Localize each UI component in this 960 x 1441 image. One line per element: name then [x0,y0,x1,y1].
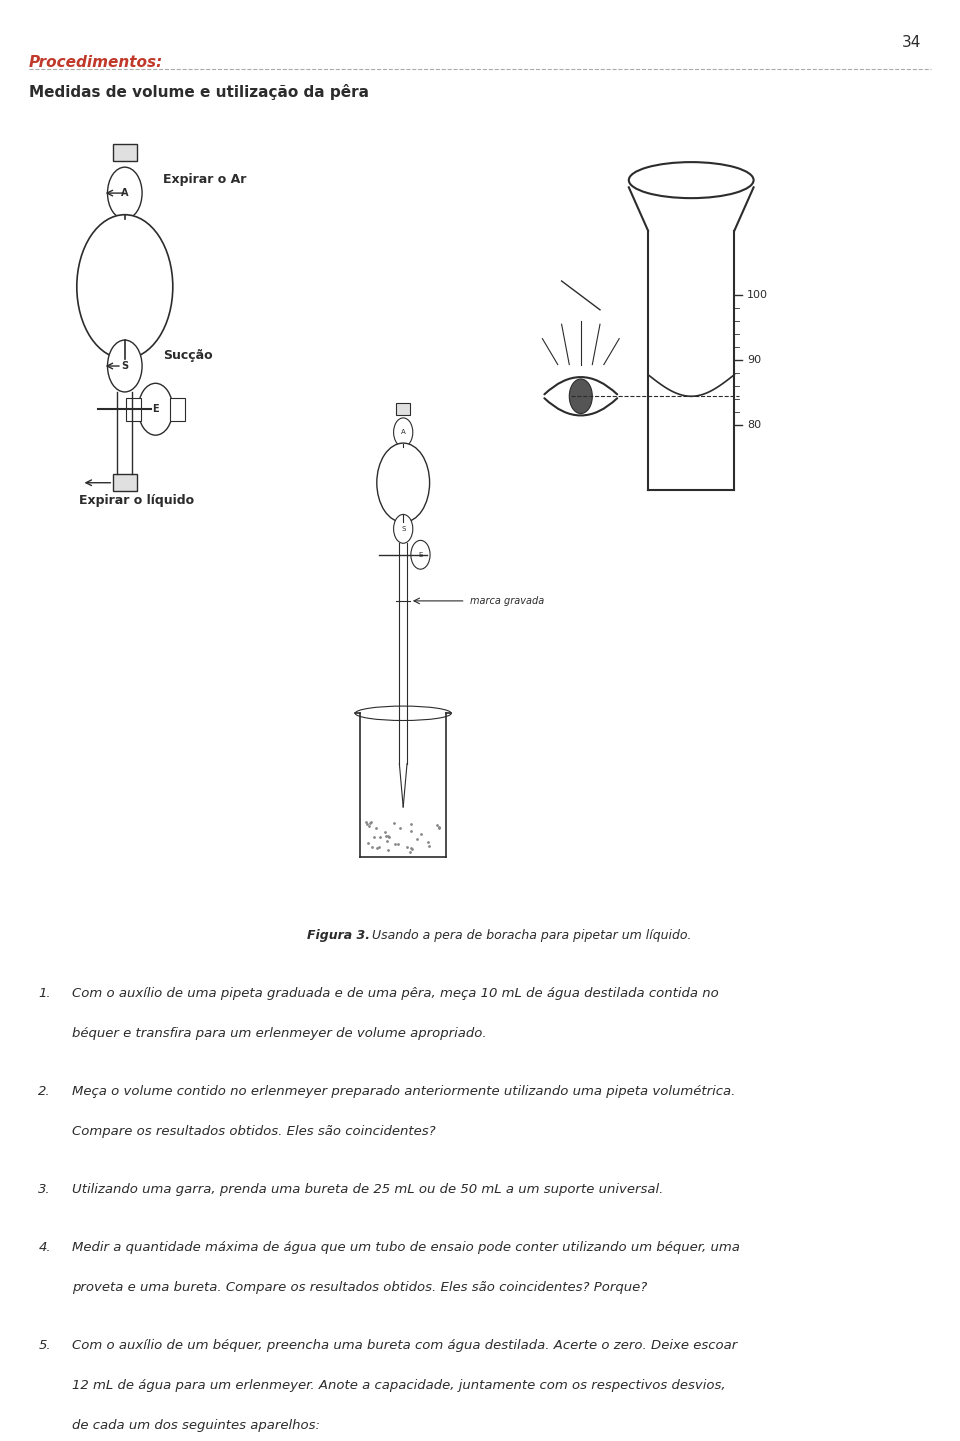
Text: 1.: 1. [38,987,51,1000]
Ellipse shape [376,444,429,523]
Ellipse shape [355,706,451,720]
Text: Expirar o Ar: Expirar o Ar [163,173,247,186]
Text: de cada um dos seguintes aparelhos:: de cada um dos seguintes aparelhos: [72,1419,320,1432]
Text: Utilizando uma garra, prenda uma bureta de 25 mL ou de 50 mL a um suporte univer: Utilizando uma garra, prenda uma bureta … [72,1183,663,1196]
Text: 100: 100 [747,291,768,300]
Text: 80: 80 [747,421,761,429]
Circle shape [108,167,142,219]
Text: Usando a pera de boracha para pipetar um líquido.: Usando a pera de boracha para pipetar um… [368,929,691,942]
Text: Figura 3.: Figura 3. [307,929,371,942]
Text: 3.: 3. [38,1183,51,1196]
Text: proveta e uma bureta. Compare os resultados obtidos. Eles são coincidentes? Porq: proveta e uma bureta. Compare os resulta… [72,1281,647,1294]
Text: Expirar o líquido: Expirar o líquido [79,494,194,507]
Text: A: A [401,429,405,435]
Text: Procedimentos:: Procedimentos: [29,55,163,69]
Text: 4.: 4. [38,1241,51,1254]
Text: E: E [153,405,158,414]
Text: Com o auxílio de um béquer, preencha uma bureta com água destilada. Acerte o zer: Com o auxílio de um béquer, preencha uma… [72,1339,737,1352]
FancyBboxPatch shape [396,403,411,415]
Circle shape [394,514,413,543]
Text: 90: 90 [747,356,761,365]
Circle shape [394,418,413,447]
Ellipse shape [629,163,754,199]
FancyBboxPatch shape [126,398,141,421]
Circle shape [138,383,173,435]
Text: Sucção: Sucção [163,349,213,362]
Text: béquer e transfira para um erlenmeyer de volume apropriado.: béquer e transfira para um erlenmeyer de… [72,1027,487,1040]
Text: S: S [121,362,129,370]
Circle shape [411,540,430,569]
FancyBboxPatch shape [113,144,137,161]
FancyBboxPatch shape [170,398,185,421]
Text: Meça o volume contido no erlenmeyer preparado anteriormente utilizando uma pipet: Meça o volume contido no erlenmeyer prep… [72,1085,735,1098]
Text: Com o auxílio de uma pipeta graduada e de uma pêra, meça 10 mL de água destilada: Com o auxílio de uma pipeta graduada e d… [72,987,719,1000]
Circle shape [569,379,592,414]
Text: Medidas de volume e utilização da pêra: Medidas de volume e utilização da pêra [29,84,369,99]
FancyBboxPatch shape [113,474,137,491]
Text: 2.: 2. [38,1085,51,1098]
Text: A: A [121,189,129,197]
Text: Compare os resultados obtidos. Eles são coincidentes?: Compare os resultados obtidos. Eles são … [72,1125,436,1138]
Text: 34: 34 [902,35,922,49]
Text: 5.: 5. [38,1339,51,1352]
Circle shape [108,340,142,392]
Text: marca gravada: marca gravada [470,597,544,605]
Text: S: S [401,526,405,532]
Text: 12 mL de água para um erlenmeyer. Anote a capacidade, juntamente com os respecti: 12 mL de água para um erlenmeyer. Anote … [72,1379,726,1392]
Ellipse shape [77,215,173,359]
Text: E: E [419,552,422,558]
Text: Medir a quantidade máxima de água que um tubo de ensaio pode conter utilizando u: Medir a quantidade máxima de água que um… [72,1241,740,1254]
